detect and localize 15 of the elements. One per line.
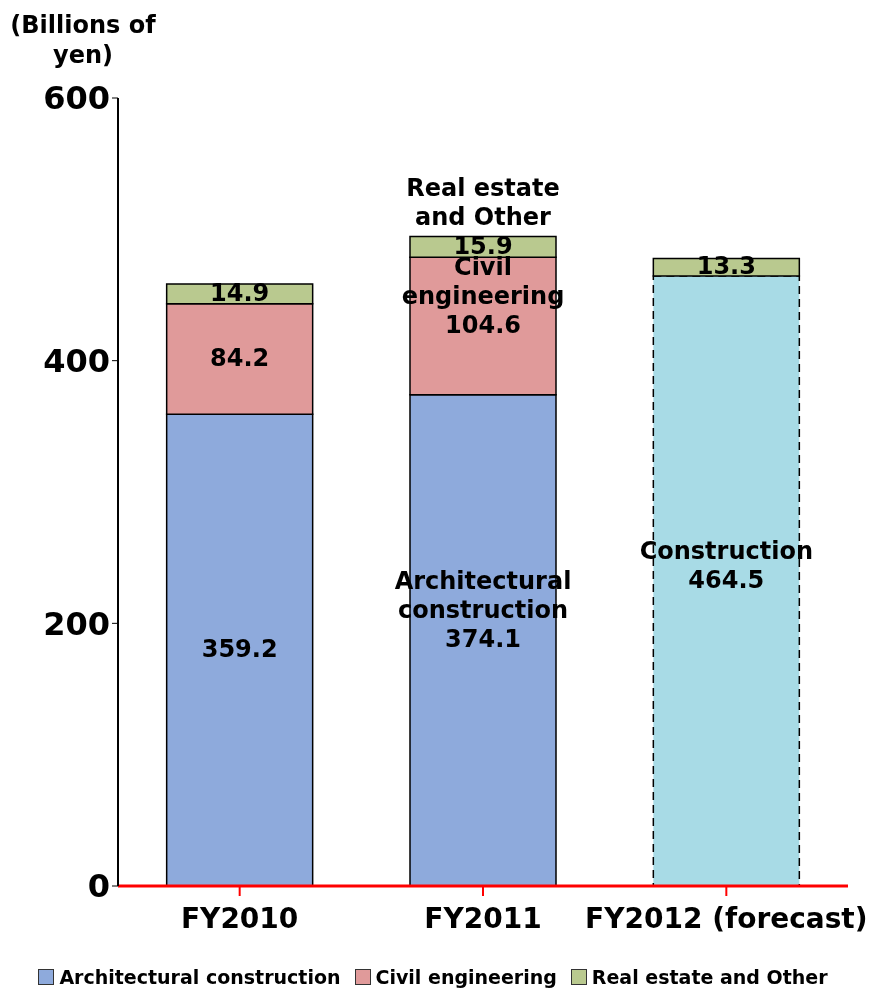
legend-label: Civil engineering <box>374 966 557 988</box>
y-tick-label: 200 <box>43 604 110 643</box>
y-tick-label: 600 <box>43 79 110 118</box>
legend-label: Real estate and Other <box>590 966 828 988</box>
x-tick-label: FY2011 <box>424 901 542 935</box>
legend-label: Architectural construction <box>58 966 341 988</box>
x-tick-label: FY2010 <box>180 901 299 935</box>
data-label: 14.9 <box>210 278 270 307</box>
x-tick-label: FY2012 (forecast) <box>585 901 868 935</box>
y-axis-title: (Billions of yen) <box>9 10 157 70</box>
y-tick-label: 400 <box>43 342 110 381</box>
y-tick-label: 0 <box>87 867 110 906</box>
data-label: Construction 464.5 <box>639 536 814 594</box>
data-label: 84.2 <box>210 343 270 372</box>
data-label: 359.2 <box>201 635 278 664</box>
